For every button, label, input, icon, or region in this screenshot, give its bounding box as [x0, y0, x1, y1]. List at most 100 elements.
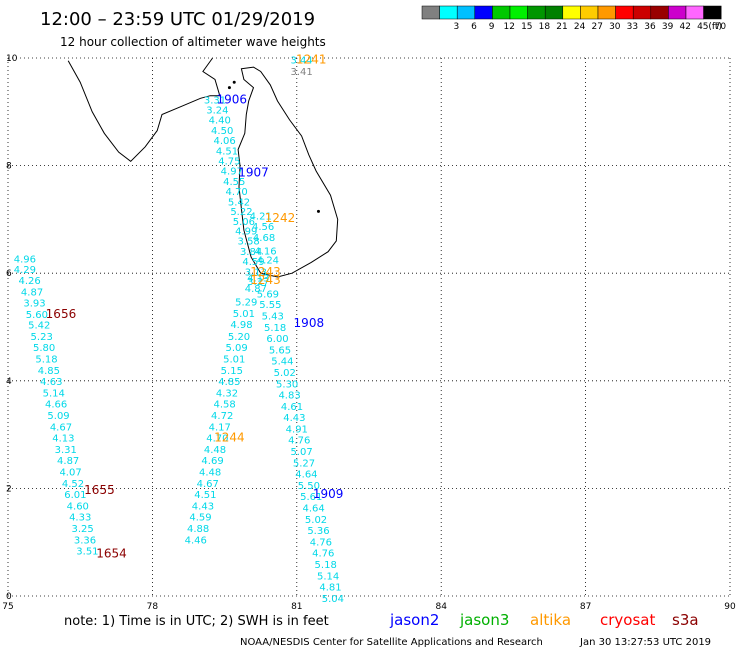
legend-label: 27 [591, 22, 602, 32]
wave-height-value: 4.43 [283, 413, 305, 424]
wave-height-value: 4.43 [192, 501, 214, 512]
wave-height-value: 4.21 [250, 211, 272, 222]
pass-number-altika: 1242 [265, 211, 296, 225]
wave-height-value: 4.75 [218, 157, 240, 168]
sri-lanka-coastline [237, 66, 339, 278]
longitude-tick-label: 84 [435, 602, 447, 612]
latitude-tick-label: 6 [6, 269, 12, 279]
wave-height-value: 5.18 [315, 560, 337, 571]
legend-swatch [544, 5, 564, 20]
pass-number-jason2: 1907 [238, 165, 269, 179]
wave-height-value: 6.01 [64, 490, 86, 501]
wave-height-value: 4.32 [216, 388, 238, 399]
wave-height-value: 4.76 [310, 537, 332, 548]
legend-label: 15 [521, 22, 532, 32]
legend-swatch [685, 5, 704, 20]
wave-height-value: 4.70 [206, 434, 228, 445]
legend-swatch [650, 5, 669, 20]
legend-label: 45 [697, 22, 708, 32]
wave-height-value: 4.98 [230, 320, 252, 331]
pass-number-altika: 1244 [214, 431, 245, 445]
wave-height-value: 4.06 [213, 136, 235, 147]
pass-number-s3a: 1656 [46, 307, 77, 321]
wave-height-value: 3.36 [74, 535, 96, 546]
wave-height-value: 5.69 [257, 289, 279, 300]
legend-label: 9 [489, 22, 495, 32]
wave-height-value: 5.09 [226, 343, 248, 354]
longitude-tick-label: 87 [580, 602, 591, 612]
satellite-key: jason2 jason3 altika cryosat s3a [389, 611, 699, 629]
wave-height-value: 4.87 [57, 456, 79, 467]
wave-height-value: 4.26 [19, 276, 41, 287]
wave-height-value: 4.16 [254, 246, 276, 257]
wave-height-value: 4.85 [38, 366, 60, 377]
wave-height-value: 4.68 [253, 233, 275, 244]
latitude-tick-label: 10 [6, 54, 18, 64]
legend-unit: (ft) [708, 22, 722, 32]
wave-height-value: 5.23 [31, 332, 53, 343]
longitude-tick-label: 90 [724, 602, 736, 612]
legend-label: 6 [471, 22, 477, 32]
legend-swatch [632, 5, 652, 20]
pass-number-jason2: 1906 [217, 93, 248, 107]
wave-height-value: 4.67 [50, 422, 72, 433]
wave-height-value: 4.76 [312, 549, 334, 560]
wave-height-value: 5.42 [28, 321, 50, 332]
wave-height-value: 5.55 [259, 300, 281, 311]
legend-swatch [703, 5, 722, 20]
legend-label: 21 [556, 22, 567, 32]
wave-height-value: 4.81 [319, 583, 341, 594]
wave-height-value: 4.24 [257, 256, 279, 267]
wave-height-observations: 3.443.413.313.244.404.504.064.514.754.97… [14, 55, 344, 605]
wave-height-value: 4.51 [194, 490, 216, 501]
wave-height-value: 4.69 [201, 456, 223, 467]
wave-height-value: 5.36 [307, 526, 329, 537]
credit-line: NOAA/NESDIS Center for Satellite Applica… [240, 637, 543, 648]
legend-label: 24 [574, 22, 586, 32]
wave-height-value: 4.58 [213, 400, 235, 411]
wave-height-value: 3.31 [204, 96, 226, 107]
wave-height-value: 5.60 [26, 310, 48, 321]
wave-height-value: 4.76 [288, 436, 310, 447]
wave-height-value: 4.72 [211, 411, 233, 422]
wave-height-value: 5.42 [228, 197, 250, 208]
wave-height-value: 5.01 [223, 355, 245, 366]
pass-number-jason2: 1908 [294, 316, 325, 330]
wave-height-value: 4.59 [242, 257, 264, 268]
wave-height-color-legend: 3 6 9 12 15 18 21 24 27 30 33 36 39 42 45 70(ft) [421, 5, 727, 32]
legend-label: 36 [644, 22, 656, 32]
wave-height-value: 5.02 [274, 368, 296, 379]
wave-height-value: 3.84 [240, 247, 262, 258]
wave-height-value: 4.87 [245, 284, 267, 295]
satellite-key-altika: altika [530, 611, 571, 629]
wave-height-value: 4.87 [21, 287, 43, 298]
legend-swatch [615, 5, 634, 20]
wave-height-value: 3.24 [206, 105, 228, 116]
wave-height-value: 5.15 [221, 366, 243, 377]
latitude-tick-label: 4 [6, 377, 12, 387]
wave-height-value: 3.93 [23, 299, 45, 310]
wave-height-value: 4.48 [204, 445, 226, 456]
pass-number-altika: 1241 [296, 52, 327, 66]
legend-label: 30 [609, 22, 621, 32]
wave-height-value: 4.70 [226, 187, 248, 198]
wave-height-value: 4.13 [52, 434, 74, 445]
wave-height-value: 5.50 [298, 481, 320, 492]
satellite-key-s3a: s3a [672, 611, 699, 629]
wave-height-value: 4.60 [67, 501, 89, 512]
wave-height-value: 4.46 [185, 535, 207, 546]
wave-height-value: 3.41 [290, 67, 312, 78]
island-marker [232, 80, 236, 84]
latitude-tick-label: 8 [6, 162, 12, 172]
wave-height-value: 5.07 [290, 447, 312, 458]
pass-number-altika: 1243 [250, 273, 281, 287]
wave-height-value: 4.48 [199, 467, 221, 478]
wave-height-value: 5.06 [233, 217, 255, 228]
longitude-tick-label: 78 [147, 602, 159, 612]
legend-swatch [527, 5, 546, 20]
wave-height-value: 3.27 [247, 277, 269, 288]
legend-label: 70 [715, 22, 727, 32]
pass-number-jason2: 1909 [313, 487, 344, 501]
wave-height-value: 4.13 [247, 273, 269, 284]
